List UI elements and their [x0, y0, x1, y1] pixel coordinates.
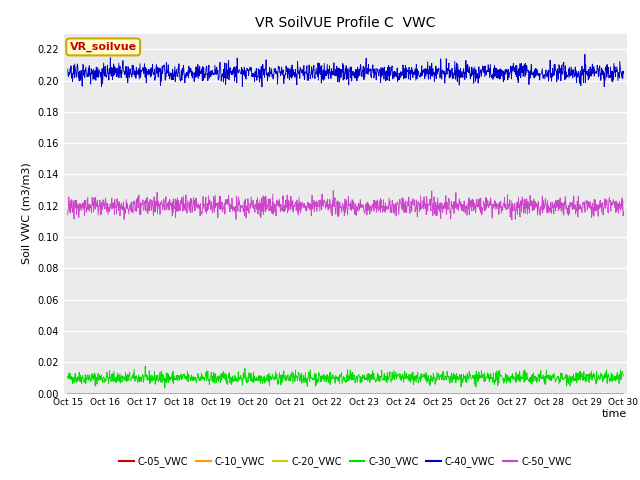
Legend: C-05_VWC, C-10_VWC, C-20_VWC, C-30_VWC, C-40_VWC, C-50_VWC: C-05_VWC, C-10_VWC, C-20_VWC, C-30_VWC, …: [116, 453, 575, 471]
X-axis label: time: time: [602, 409, 627, 419]
Text: VR_soilvue: VR_soilvue: [70, 42, 137, 52]
Y-axis label: Soil VWC (m3/m3): Soil VWC (m3/m3): [22, 163, 32, 264]
Title: VR SoilVUE Profile C  VWC: VR SoilVUE Profile C VWC: [255, 16, 436, 30]
